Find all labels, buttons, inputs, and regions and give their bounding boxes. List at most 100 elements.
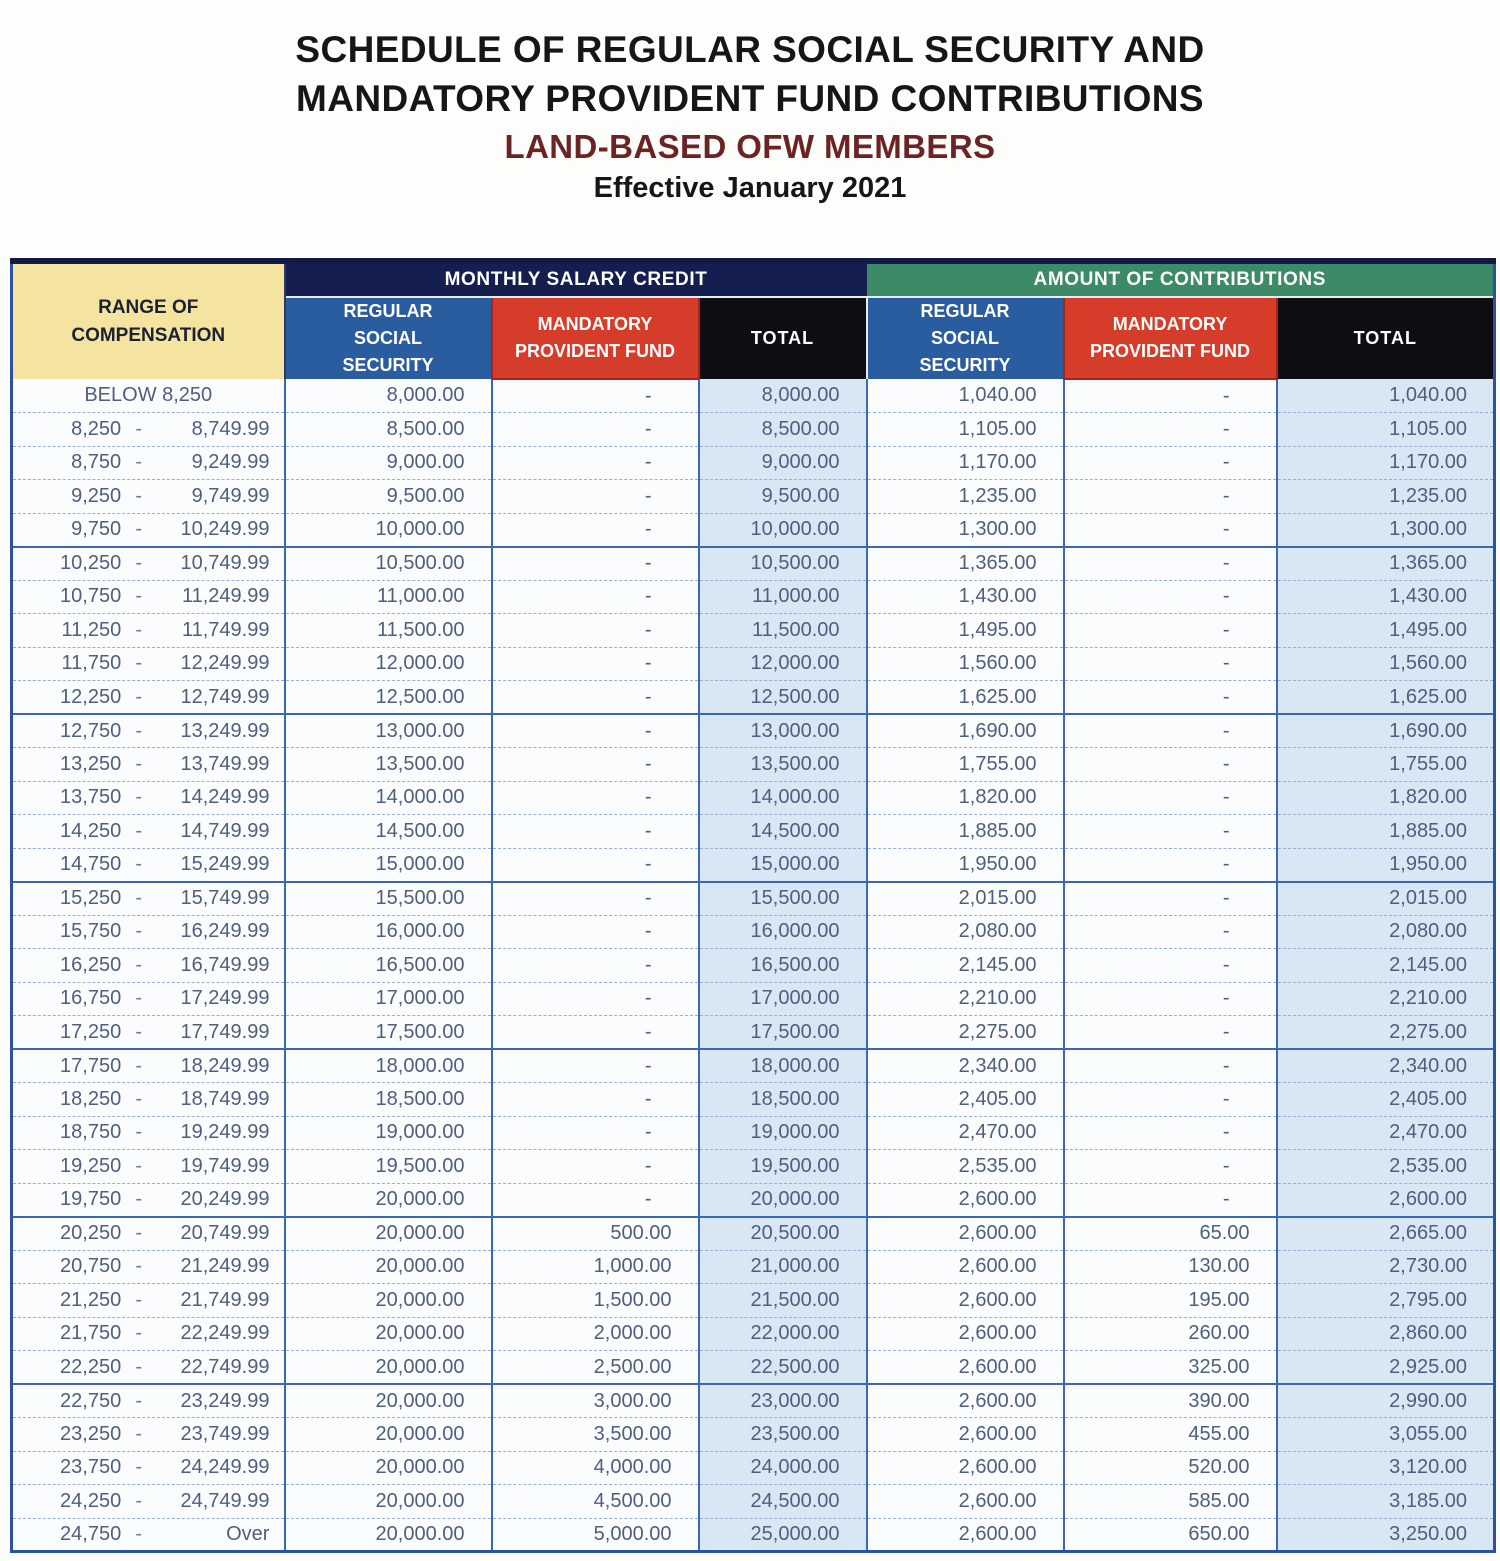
table-row: 15,750 - 16,249.99 16,000.00 - 16,000.00… — [11, 915, 1495, 949]
msc-provident-fund-cell: - — [490, 848, 699, 883]
range-low: 18,750 — [60, 1121, 122, 1144]
contribution-total-cell: 1,690.00 — [1275, 714, 1495, 748]
contribution-total-cell: 2,210.00 — [1275, 982, 1495, 1016]
title-line-2: MANDATORY PROVIDENT FUND CONTRIBUTIONS — [295, 77, 1204, 119]
range-cell: 19,750 - 20,249.99 — [11, 1183, 285, 1218]
table-row: 24,250 - 24,749.99 20,000.00 4,500.00 24… — [11, 1484, 1495, 1519]
msc-regular-ss-cell: 17,500.00 — [283, 1015, 492, 1050]
range-low: 19,750 — [60, 1188, 122, 1210]
range-separator: - — [135, 1188, 143, 1210]
contribution-provident-fund-cell: - — [1062, 881, 1277, 916]
msc-regular-ss-cell: 20,000.00 — [283, 1250, 492, 1284]
contribution-total-cell: 1,040.00 — [1275, 379, 1495, 413]
msc-total-cell: 8,000.00 — [697, 379, 867, 413]
contribution-regular-ss-cell: 1,755.00 — [865, 747, 1064, 782]
msc-provident-fund-cell: 3,500.00 — [490, 1417, 699, 1452]
range-high: 9,749.99 — [191, 484, 270, 507]
table-row: 16,750 - 17,249.99 17,000.00 - 17,000.00… — [11, 982, 1495, 1016]
msc-regular-ss-cell: 14,000.00 — [283, 781, 492, 815]
range-high: 14,749.99 — [180, 819, 270, 842]
contribution-regular-ss-cell: 1,625.00 — [865, 680, 1064, 715]
range-high: 19,749.99 — [180, 1154, 270, 1177]
range-separator: - — [135, 987, 143, 1010]
range-low: 14,750 — [60, 853, 122, 875]
contribution-total-cell: 2,860.00 — [1275, 1317, 1495, 1351]
range-cell: 10,750 - 11,249.99 — [11, 580, 285, 614]
msc-provident-fund-cell: 5,000.00 — [490, 1518, 699, 1552]
msc-provident-fund-cell: - — [490, 546, 699, 581]
msc-total-cell: 8,500.00 — [697, 412, 867, 447]
range-low: 19,250 — [60, 1154, 122, 1177]
msc-regular-ss-cell: 16,500.00 — [283, 948, 492, 983]
contribution-provident-fund-cell: - — [1062, 580, 1277, 614]
table-row: 21,750 - 22,249.99 20,000.00 2,000.00 22… — [11, 1317, 1495, 1351]
range-separator: - — [135, 953, 143, 976]
contribution-regular-ss-cell: 2,600.00 — [865, 1484, 1064, 1519]
msc-total-cell: 15,500.00 — [697, 881, 867, 916]
contribution-provident-fund-cell: - — [1062, 446, 1277, 480]
contribution-regular-ss-cell: 2,210.00 — [865, 982, 1064, 1016]
table-header: RANGE OF COMPENSATION MONTHLY SALARY CRE… — [11, 261, 1495, 380]
msc-total-cell: 17,500.00 — [697, 1015, 867, 1050]
header-aoc-total: TOTAL — [1275, 297, 1495, 379]
range-high: 15,749.99 — [180, 887, 270, 909]
msc-regular-ss-cell: 20,000.00 — [283, 1350, 492, 1385]
msc-regular-ss-cell: 10,000.00 — [283, 513, 492, 548]
contribution-provident-fund-cell: - — [1062, 1015, 1277, 1050]
contribution-provident-fund-cell: - — [1062, 1149, 1277, 1184]
msc-total-cell: 17,000.00 — [697, 982, 867, 1016]
range-cell: 24,750 - Over — [11, 1518, 285, 1552]
contribution-provident-fund-cell: - — [1062, 948, 1277, 983]
msc-provident-fund-cell: - — [490, 479, 699, 514]
table-row: 22,250 - 22,749.99 20,000.00 2,500.00 22… — [11, 1350, 1495, 1385]
contribution-regular-ss-cell: 2,145.00 — [865, 948, 1064, 983]
range-separator: - — [135, 552, 143, 574]
contribution-provident-fund-cell: - — [1062, 781, 1277, 815]
range-high: 15,249.99 — [180, 853, 270, 875]
contribution-total-cell: 2,145.00 — [1275, 948, 1495, 983]
title-effective-date: Effective January 2021 — [593, 171, 907, 204]
msc-regular-ss-cell: 18,500.00 — [283, 1082, 492, 1117]
range-separator: - — [135, 752, 143, 775]
range-high: 22,749.99 — [180, 1355, 270, 1378]
contribution-total-cell: 1,495.00 — [1275, 613, 1495, 648]
msc-total-cell: 18,500.00 — [697, 1082, 867, 1117]
range-separator: - — [135, 1087, 143, 1110]
contribution-total-cell: 1,625.00 — [1275, 680, 1495, 715]
contribution-schedule-table: RANGE OF COMPENSATION MONTHLY SALARY CRE… — [10, 258, 1497, 1553]
msc-provident-fund-cell: - — [490, 680, 699, 715]
contribution-total-cell: 1,885.00 — [1275, 814, 1495, 849]
range-cell: 23,750 - 24,249.99 — [11, 1451, 285, 1485]
msc-regular-ss-cell: 17,000.00 — [283, 982, 492, 1016]
range-low: 16,750 — [60, 987, 122, 1010]
msc-provident-fund-cell: - — [490, 714, 699, 748]
msc-total-cell: 24,000.00 — [697, 1451, 867, 1485]
msc-regular-ss-cell: 8,000.00 — [283, 379, 492, 413]
table-row: 12,250 - 12,749.99 12,500.00 - 12,500.00… — [11, 680, 1495, 715]
msc-provident-fund-cell: - — [490, 1149, 699, 1184]
contribution-regular-ss-cell: 2,600.00 — [865, 1417, 1064, 1452]
range-separator: - — [135, 1154, 143, 1177]
range-high: 21,249.99 — [180, 1255, 270, 1278]
range-high: 24,749.99 — [180, 1489, 270, 1512]
msc-provident-fund-cell: 1,000.00 — [490, 1250, 699, 1284]
table-row: 22,750 - 23,249.99 20,000.00 3,000.00 23… — [11, 1384, 1495, 1418]
contribution-provident-fund-cell: 130.00 — [1062, 1250, 1277, 1284]
contribution-regular-ss-cell: 2,600.00 — [865, 1283, 1064, 1318]
contribution-provident-fund-cell: 455.00 — [1062, 1417, 1277, 1452]
contribution-total-cell: 1,105.00 — [1275, 412, 1495, 447]
range-separator: - — [135, 1322, 143, 1345]
contribution-total-cell: 2,665.00 — [1275, 1216, 1495, 1251]
msc-total-cell: 11,500.00 — [697, 613, 867, 648]
contribution-provident-fund-cell: - — [1062, 647, 1277, 681]
contribution-total-cell: 1,235.00 — [1275, 479, 1495, 514]
msc-regular-ss-cell: 13,500.00 — [283, 747, 492, 782]
range-separator: - — [135, 1020, 143, 1043]
msc-total-cell: 10,500.00 — [697, 546, 867, 581]
contribution-total-cell: 3,120.00 — [1275, 1451, 1495, 1485]
header-msc-mandatory-provident-fund: MANDATORY PROVIDENT FUND — [490, 296, 700, 380]
range-cell: 8,250 - 8,749.99 — [11, 412, 285, 447]
msc-total-cell: 11,000.00 — [697, 580, 867, 614]
msc-provident-fund-cell: - — [490, 446, 699, 480]
range-low: 12,250 — [60, 685, 122, 708]
